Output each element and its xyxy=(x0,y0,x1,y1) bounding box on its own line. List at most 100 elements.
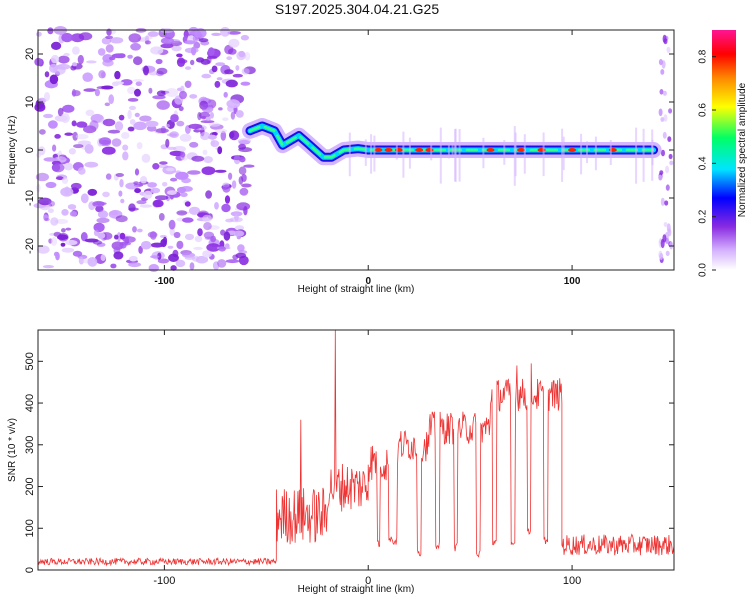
noise-blob xyxy=(157,252,162,260)
noise-blob xyxy=(102,59,114,67)
noise-blob xyxy=(237,138,251,144)
noise-blob xyxy=(165,138,170,148)
x-tick-label: 100 xyxy=(564,276,581,287)
noise-blob xyxy=(53,64,66,75)
noise-blob xyxy=(80,193,89,204)
noise-blob xyxy=(202,214,213,223)
noise-blob xyxy=(86,60,97,64)
noise-blob xyxy=(179,133,192,142)
spectrogram-signal-track xyxy=(242,118,662,166)
noise-blob xyxy=(119,179,124,188)
noise-blob xyxy=(51,41,62,51)
x-tick-label: 100 xyxy=(563,575,581,587)
noise-blob xyxy=(87,257,98,267)
noise-blob xyxy=(49,74,59,85)
noise-blob xyxy=(128,203,136,212)
noise-blob xyxy=(664,200,669,206)
noise-blob xyxy=(115,215,128,223)
y-tick-label: 0 xyxy=(24,567,36,573)
noise-blob xyxy=(158,213,165,221)
noise-blob xyxy=(150,187,161,194)
noise-blob xyxy=(666,223,671,233)
spectrogram-streak xyxy=(482,137,485,169)
noise-blob xyxy=(167,190,177,196)
noise-blob xyxy=(240,34,249,41)
noise-blob xyxy=(102,191,110,198)
noise-blob xyxy=(205,190,213,199)
noise-blob xyxy=(83,88,97,92)
noise-blob xyxy=(239,156,246,163)
noise-blob xyxy=(243,206,248,216)
noise-blob xyxy=(87,188,98,196)
noise-blob xyxy=(64,132,73,136)
noise-blob xyxy=(206,55,212,64)
snr-plot-area xyxy=(38,330,674,570)
noise-blob xyxy=(214,128,228,133)
noise-blob xyxy=(189,141,199,148)
noise-blob xyxy=(47,27,54,35)
noise-blob xyxy=(54,134,61,139)
noise-blob xyxy=(231,180,237,189)
noise-blob xyxy=(37,245,50,254)
noise-blob xyxy=(136,200,147,205)
noise-blob xyxy=(170,265,177,271)
noise-blob xyxy=(239,187,249,196)
spectrogram-streak xyxy=(348,132,351,177)
noise-blob xyxy=(127,126,135,132)
noise-blob xyxy=(187,170,201,175)
noise-blob xyxy=(220,26,231,37)
noise-blob xyxy=(98,137,112,145)
noise-blob xyxy=(129,119,136,125)
snr-x-ticks: -100 0 100 xyxy=(153,330,581,587)
noise-blob xyxy=(201,73,212,79)
noise-blob xyxy=(65,239,78,246)
noise-blob xyxy=(177,186,186,194)
noise-blob xyxy=(132,226,137,233)
noise-blob xyxy=(98,70,106,79)
noise-blob xyxy=(661,149,665,157)
noise-blob xyxy=(214,169,227,173)
x-tick-label: -100 xyxy=(153,575,175,587)
noise-blob xyxy=(111,81,120,87)
noise-blob xyxy=(209,112,214,119)
noise-blob xyxy=(135,81,142,87)
noise-blob xyxy=(167,245,174,249)
spectrogram-streak xyxy=(523,134,526,174)
noise-blob xyxy=(35,172,50,182)
noise-blob xyxy=(157,258,170,264)
noise-blob xyxy=(44,217,50,222)
noise-blob xyxy=(228,48,237,55)
noise-blob xyxy=(114,70,121,80)
noise-blob xyxy=(143,65,149,76)
noise-blob xyxy=(128,33,142,43)
noise-blob xyxy=(55,252,60,261)
noise-blob xyxy=(148,70,158,76)
noise-blob xyxy=(658,174,663,181)
chart-title: S197.2025.304.04.21.G25 xyxy=(275,1,439,17)
noise-blob xyxy=(202,250,213,258)
noise-blob xyxy=(225,259,240,264)
noise-blob xyxy=(38,146,46,156)
noise-blob xyxy=(107,129,121,134)
noise-blob xyxy=(232,73,243,78)
noise-blob xyxy=(665,184,670,191)
noise-blob xyxy=(85,109,95,117)
spectrogram-streak xyxy=(562,136,565,171)
signal-peak-hotspot xyxy=(415,148,424,152)
noise-blob xyxy=(234,225,245,231)
noise-blob xyxy=(659,253,664,260)
noise-blob xyxy=(201,103,214,114)
noise-blob xyxy=(211,65,218,73)
noise-blob xyxy=(235,65,240,71)
noise-blob xyxy=(662,34,667,43)
noise-blob xyxy=(203,156,213,164)
noise-blob xyxy=(658,59,663,66)
noise-blob xyxy=(662,90,667,96)
noise-blob xyxy=(192,255,200,262)
noise-blob xyxy=(162,236,168,245)
noise-blob xyxy=(152,163,160,170)
noise-blob xyxy=(660,69,665,75)
noise-blob xyxy=(62,104,75,113)
noise-blob xyxy=(205,116,211,121)
